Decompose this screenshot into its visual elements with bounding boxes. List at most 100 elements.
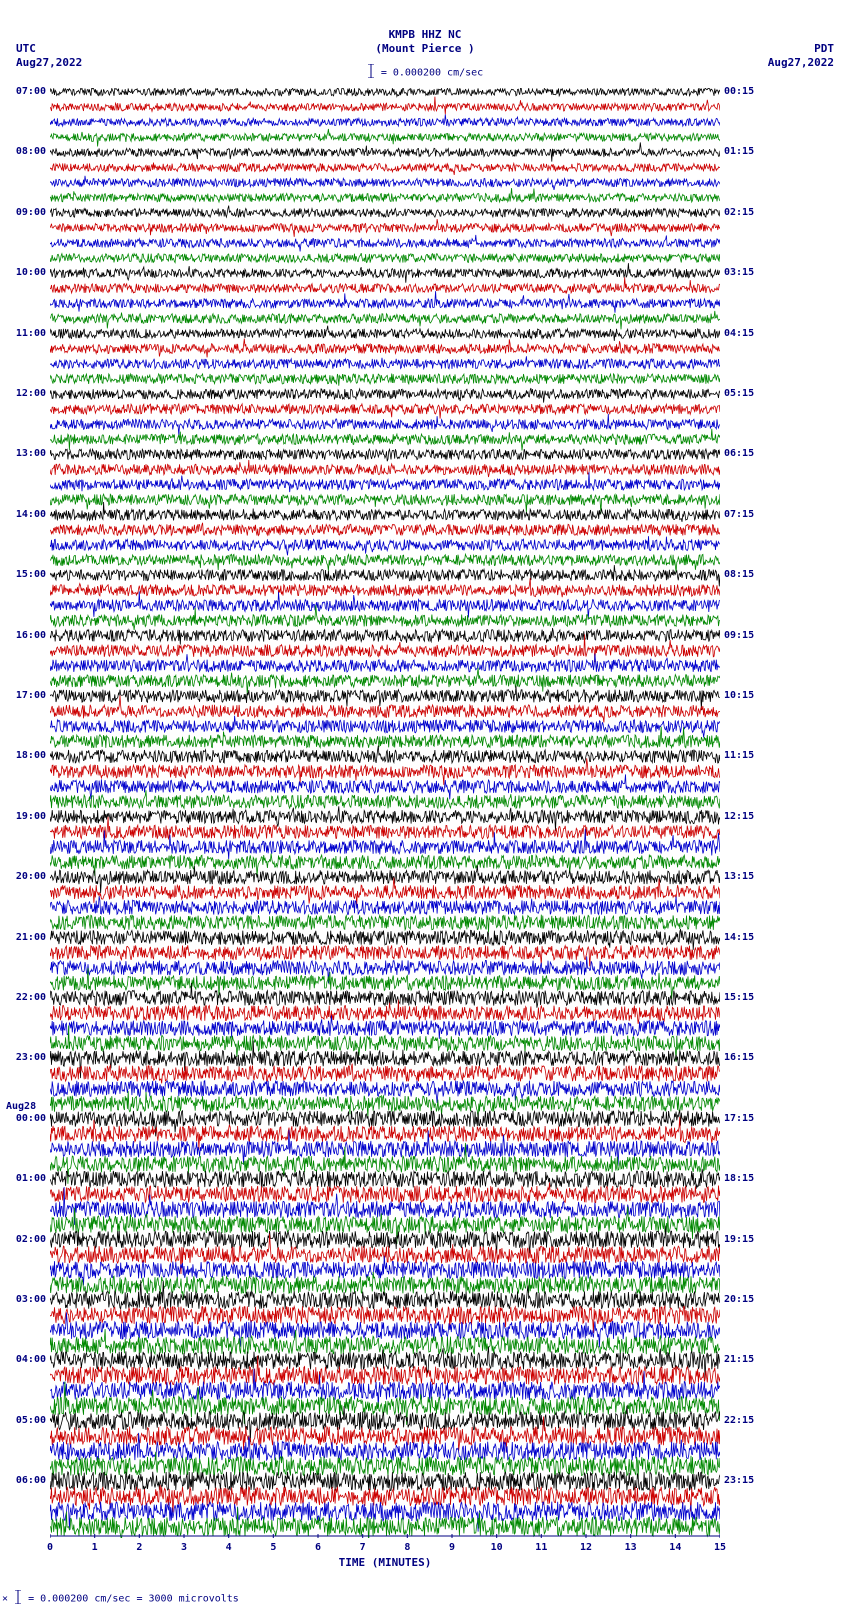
pdt-time-label: 17:15: [724, 1113, 764, 1124]
pdt-time-label: 06:15: [724, 448, 764, 459]
location-title: (Mount Pierce ): [0, 42, 850, 55]
right-tz-label: PDT: [814, 42, 834, 55]
seismic-trace: [50, 356, 720, 369]
pdt-time-label: 01:15: [724, 146, 764, 157]
seismic-trace: [50, 915, 720, 933]
utc-time-label: 03:00: [6, 1294, 46, 1305]
seismic-trace: [50, 219, 720, 237]
x-tick: 7: [360, 1542, 366, 1553]
utc-time-label: 20:00: [6, 871, 46, 882]
seismic-trace: [50, 460, 720, 477]
seismic-trace: [50, 536, 720, 555]
footer-bar-icon: [14, 1590, 22, 1607]
seismic-trace: [50, 404, 720, 419]
utc-time-label: 22:00: [6, 992, 46, 1003]
seismic-trace: [50, 878, 720, 906]
x-tick: 2: [136, 1542, 142, 1553]
x-tick: 0: [47, 1542, 53, 1553]
x-tick: 3: [181, 1542, 187, 1553]
x-tick: 9: [449, 1542, 455, 1553]
seismic-trace: [50, 1081, 720, 1103]
seismic-trace: [50, 929, 720, 950]
x-tick: 4: [226, 1542, 232, 1553]
seismic-trace: [50, 502, 720, 522]
seismic-trace: [50, 686, 720, 711]
seismic-trace: [50, 746, 720, 764]
utc-time-label: 05:00: [6, 1415, 46, 1426]
seismic-trace: [50, 1472, 720, 1491]
x-tick: 5: [270, 1542, 276, 1553]
utc-time-label: 09:00: [6, 207, 46, 218]
utc-time-label: 17:00: [6, 690, 46, 701]
utc-time-label: 02:00: [6, 1234, 46, 1245]
pdt-time-label: 00:15: [724, 86, 764, 97]
left-tz-label: UTC: [16, 42, 36, 55]
utc-time-label: 04:00: [6, 1354, 46, 1365]
seismic-trace: [50, 188, 720, 202]
seismic-trace: [50, 311, 720, 329]
footer-mark-icon: ×: [2, 1594, 8, 1605]
seismic-trace: [50, 565, 720, 586]
x-tick: 1: [92, 1542, 98, 1553]
seismogram-container: KMPB HHZ NC (Mount Pierce ) = 0.000200 c…: [0, 0, 850, 1613]
pdt-time-label: 13:15: [724, 871, 764, 882]
seismic-trace: [50, 129, 720, 147]
pdt-time-label: 15:15: [724, 992, 764, 1003]
seismic-trace: [50, 388, 720, 403]
seismic-trace: [50, 696, 720, 723]
seismic-trace: [50, 790, 720, 808]
seismic-trace: [50, 806, 720, 831]
seismic-trace: [50, 628, 720, 645]
seismic-trace: [50, 945, 720, 966]
footer-scale: × = 0.000200 cm/sec = 3000 microvolts: [2, 1590, 239, 1607]
utc-time-label: 23:00: [6, 1052, 46, 1063]
seismic-trace: [50, 494, 720, 513]
seismic-trace: [50, 578, 720, 597]
utc-time-label: 12:00: [6, 388, 46, 399]
x-axis-title: TIME (MINUTES): [50, 1556, 720, 1569]
scale-text: = 0.000200 cm/sec: [381, 68, 483, 79]
seismic-trace: [50, 523, 720, 536]
utc-time-label: 10:00: [6, 267, 46, 278]
utc-time-label: 14:00: [6, 509, 46, 520]
utc-time-label: 01:00: [6, 1173, 46, 1184]
pdt-time-label: 12:15: [724, 811, 764, 822]
utc-time-label: 07:00: [6, 86, 46, 97]
seismic-trace: [50, 429, 720, 451]
pdt-time-label: 20:15: [724, 1294, 764, 1305]
seismic-trace: [50, 1452, 720, 1479]
seismic-trace: [50, 97, 720, 115]
seismic-trace: [50, 774, 720, 799]
seismic-trace: [50, 414, 720, 435]
pdt-time-label: 18:15: [724, 1173, 764, 1184]
pdt-time-label: 03:15: [724, 267, 764, 278]
seismic-trace: [50, 253, 720, 263]
pdt-time-label: 04:15: [724, 328, 764, 339]
utc-time-label: 18:00: [6, 750, 46, 761]
x-axis: TIME (MINUTES) 0123456789101112131415: [50, 1542, 720, 1582]
pdt-time-label: 23:15: [724, 1475, 764, 1486]
seismic-trace: [50, 716, 720, 738]
pdt-time-label: 19:15: [724, 1234, 764, 1245]
seismic-trace: [50, 114, 720, 126]
seismic-trace: [50, 854, 720, 877]
mid-date-label: Aug28: [6, 1101, 36, 1112]
station-title: KMPB HHZ NC: [0, 28, 850, 41]
left-date-label: Aug27,2022: [16, 56, 82, 69]
utc-time-label: 11:00: [6, 328, 46, 339]
x-tick: 6: [315, 1542, 321, 1553]
seismic-trace: [50, 817, 720, 839]
seismic-trace: [50, 291, 720, 313]
utc-time-label: 00:00: [6, 1113, 46, 1124]
pdt-time-label: 08:15: [724, 569, 764, 580]
seismic-trace: [50, 896, 720, 914]
seismic-trace: [50, 263, 720, 283]
seismic-trace: [50, 235, 720, 252]
x-tick: 15: [714, 1542, 726, 1553]
utc-time-label: 13:00: [6, 448, 46, 459]
seismic-trace: [50, 88, 720, 97]
seismic-trace: [50, 163, 720, 175]
pdt-time-label: 10:15: [724, 690, 764, 701]
pdt-time-label: 05:15: [724, 388, 764, 399]
utc-time-label: 15:00: [6, 569, 46, 580]
